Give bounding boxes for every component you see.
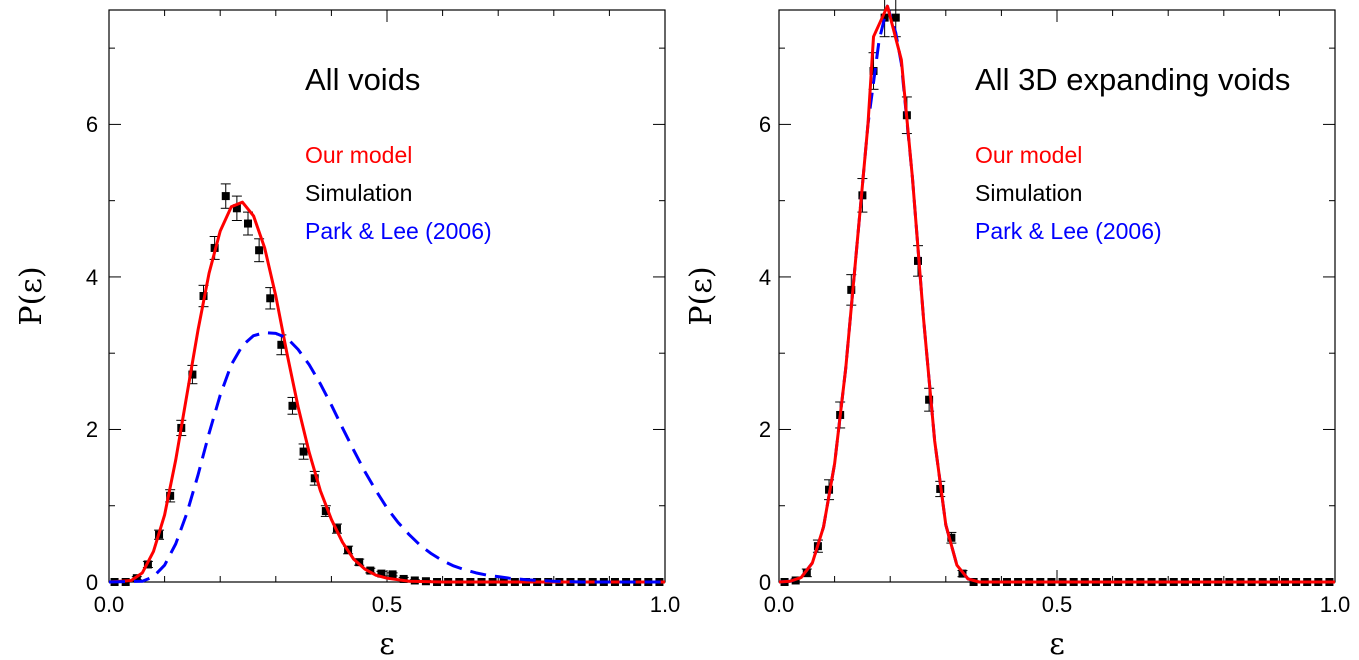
right-panel: 0.0 0.5 1.0 0 2 4 6 ε P(ε) All 3D expand…: [684, 0, 1350, 660]
data-point: [388, 570, 397, 579]
series-layer: [108, 183, 665, 586]
legend-park-lee: Park & Lee (2006): [975, 218, 1162, 244]
data-point: [288, 401, 297, 410]
data-point: [221, 192, 230, 201]
data-point: [232, 204, 241, 213]
data-point: [847, 285, 856, 294]
data-point: [399, 574, 408, 583]
y-tick-label: 0: [759, 570, 771, 595]
x-tick-label: 1.0: [650, 592, 681, 617]
data-point: [188, 370, 197, 379]
tick-labels: 0.0 0.5 1.0 0 2 4 6: [759, 112, 1350, 617]
legend-park-lee: Park & Lee (2006): [305, 218, 492, 244]
tick-labels: 0.0 0.5 1.0 0 2 4 6: [86, 112, 680, 617]
legend-our-model: Our model: [975, 142, 1082, 168]
x-tick-label: 0.5: [372, 592, 403, 617]
panel-title: All 3D expanding voids: [975, 62, 1290, 97]
y-tick-label: 6: [86, 112, 98, 137]
legend-simulation: Simulation: [975, 180, 1082, 206]
model-curve: [108, 200, 665, 584]
data-point: [377, 569, 386, 578]
simulation-markers: [110, 183, 664, 586]
data-point: [925, 395, 934, 404]
series-layer: [778, 0, 1335, 586]
data-point: [947, 533, 956, 542]
data-point: [310, 474, 319, 483]
y-tick-label: 6: [759, 112, 771, 137]
data-point: [299, 447, 308, 456]
data-point: [880, 13, 889, 22]
x-axis-label: ε: [1049, 627, 1065, 660]
y-axis-label: P(ε): [684, 266, 719, 325]
park-lee-curve: [108, 331, 665, 584]
y-tick-label: 0: [86, 570, 98, 595]
y-axis-label: P(ε): [14, 266, 49, 325]
data-point: [321, 507, 330, 516]
y-tick-label: 4: [759, 265, 771, 290]
legend-our-model: Our model: [305, 142, 412, 168]
legend-simulation: Simulation: [305, 180, 412, 206]
x-tick-label: 1.0: [1320, 592, 1351, 617]
data-point: [869, 67, 878, 76]
panel-title: All voids: [305, 62, 420, 97]
x-tick-label: 0.0: [764, 592, 795, 617]
left-panel: 0.0 0.5 1.0 0 2 4 6 ε P(ε) All voids Our…: [14, 9, 680, 660]
data-point: [166, 491, 175, 500]
data-point: [802, 568, 811, 577]
y-tick-label: 2: [86, 417, 98, 442]
x-tick-label: 0.0: [94, 592, 125, 617]
data-point: [266, 294, 275, 303]
data-point: [244, 219, 252, 228]
x-tick-label: 0.5: [1042, 592, 1073, 617]
data-point: [255, 246, 264, 255]
y-tick-label: 2: [759, 417, 771, 442]
y-tick-label: 4: [86, 265, 98, 290]
data-point: [277, 340, 286, 349]
model-curve: [778, 4, 1335, 584]
x-axis-label: ε: [379, 627, 395, 660]
data-point: [891, 13, 900, 22]
